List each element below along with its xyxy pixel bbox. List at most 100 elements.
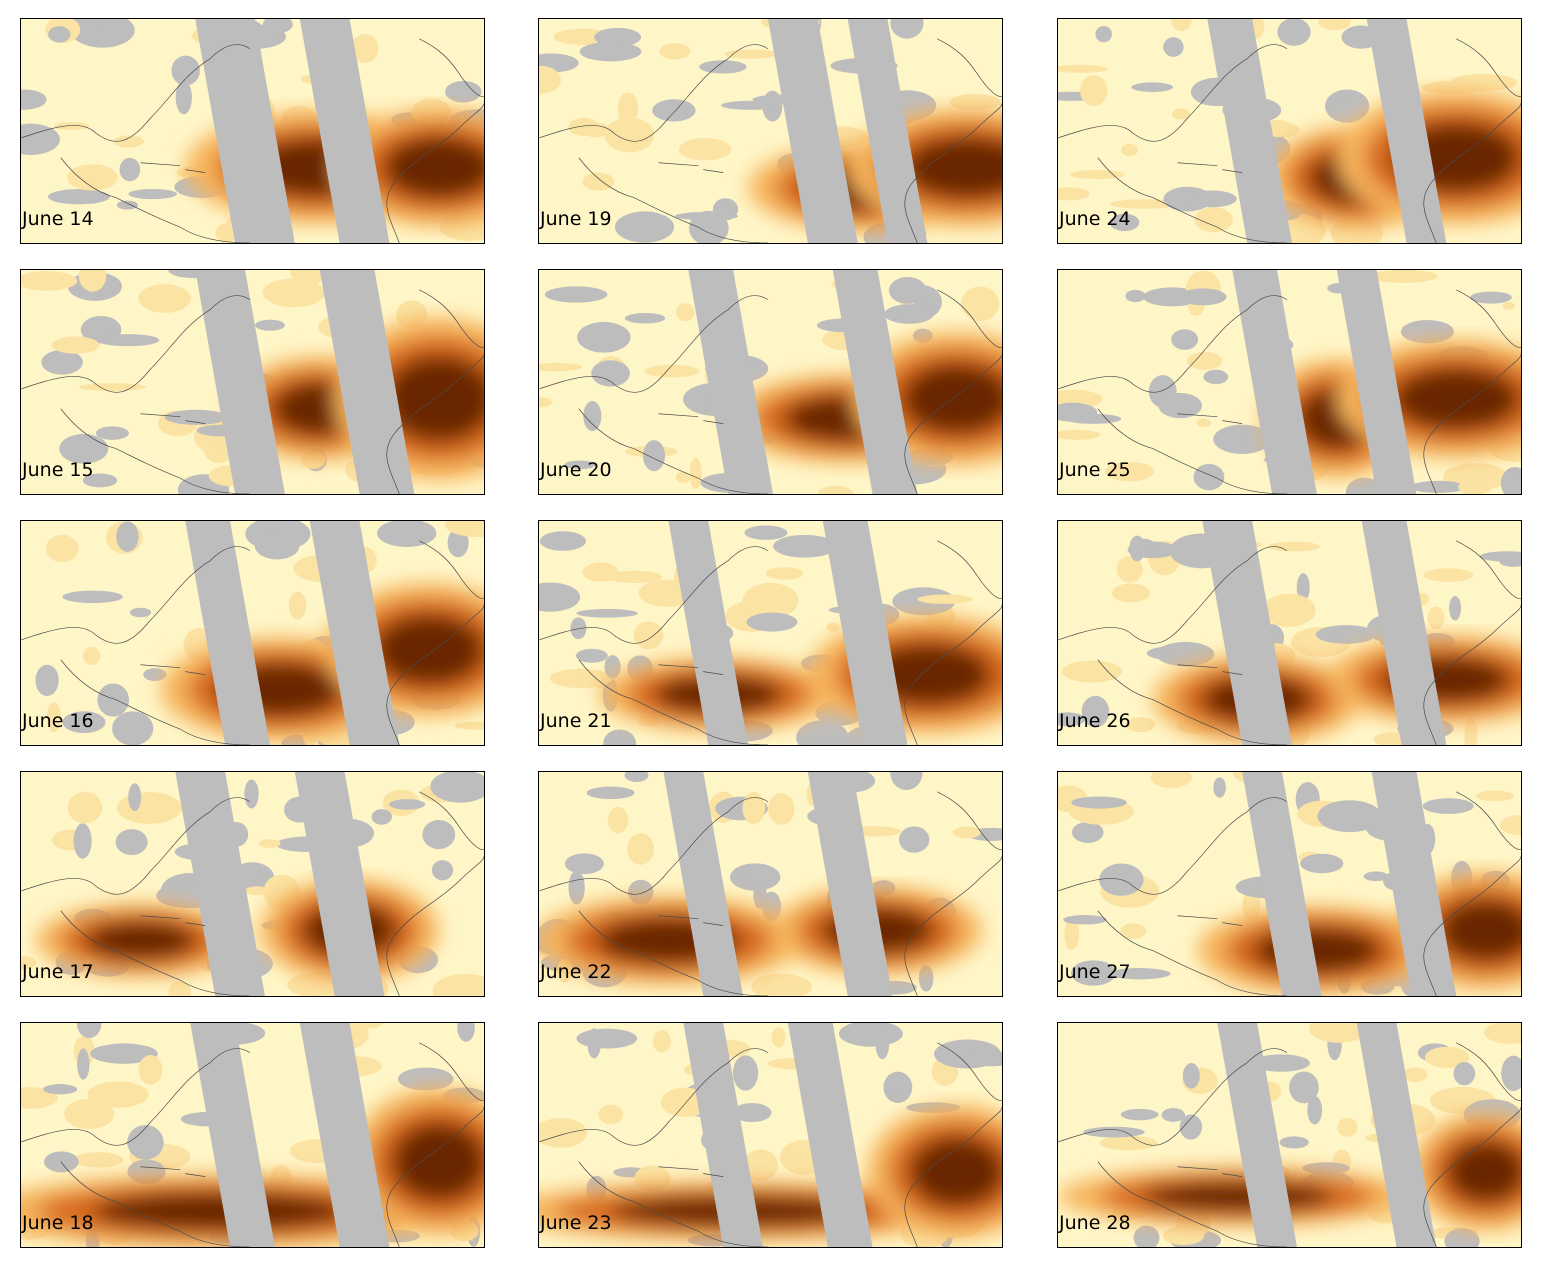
cloud-gap: [949, 93, 1001, 111]
map-panel: June 17: [20, 771, 485, 997]
cloud-gap: [1058, 429, 1101, 440]
cloud-gap: [644, 364, 700, 378]
cloud-gap: [898, 826, 930, 853]
cloud-gap: [46, 702, 61, 733]
cloud-gap: [768, 793, 795, 825]
map-canvas: [539, 521, 1002, 745]
coastline: [1058, 289, 1521, 494]
cloud-gap: [604, 655, 621, 679]
cloud-gap: [689, 210, 729, 243]
cloud-gap: [724, 49, 779, 59]
cloud-gap: [112, 711, 154, 745]
cloud-gap: [1194, 207, 1233, 233]
date-label: June 16: [22, 710, 94, 732]
cloud-gap: [890, 19, 924, 39]
cloud-gap: [96, 334, 160, 347]
cloud-gap: [1252, 1054, 1310, 1072]
cloud-gap: [288, 591, 307, 620]
cloud-gap: [732, 1055, 759, 1091]
cloud-gap: [771, 1027, 786, 1048]
cloud-gap: [689, 457, 702, 490]
date-label: June 26: [1059, 710, 1131, 732]
cloud-gap: [1146, 645, 1212, 661]
swath-gap: [1361, 521, 1447, 745]
cloud-gap: [1400, 319, 1454, 344]
cloud-gap: [1161, 1108, 1186, 1122]
cloud-gap: [1345, 477, 1383, 494]
cloud-gap: [568, 117, 600, 136]
cloud-gap: [128, 188, 178, 200]
cloud-gap: [119, 157, 141, 182]
cloud-gap: [48, 26, 71, 43]
swath-gap: [1242, 772, 1322, 996]
cloud-gap: [1058, 402, 1098, 422]
cloud-gap: [1058, 64, 1109, 73]
cloud-gap: [1289, 1071, 1319, 1104]
cloud-gap: [21, 123, 60, 155]
cloud-gap: [90, 1043, 158, 1064]
cloud-gap: [398, 1067, 454, 1091]
map-canvas: [539, 19, 1002, 243]
cloud-gap: [422, 819, 456, 850]
cloud-gap: [262, 278, 325, 308]
swath-gap: [668, 521, 749, 745]
cloud-gap: [47, 189, 110, 205]
cloud-gap: [1317, 800, 1382, 833]
swath-gap: [190, 1023, 275, 1247]
cloud-gap: [564, 460, 596, 470]
cloud-gap: [351, 33, 379, 64]
cloud-gap: [115, 829, 148, 856]
date-label: June 24: [1059, 208, 1131, 230]
map-panel: June 20: [538, 269, 1003, 495]
cloud-gap: [633, 621, 664, 650]
cloud-gap: [35, 664, 59, 697]
cloud-gap: [1082, 1126, 1145, 1138]
date-label: June 27: [1059, 961, 1131, 983]
cloud-gap: [1080, 75, 1108, 106]
cloud-gap: [961, 286, 1000, 321]
cloud-gap: [773, 534, 837, 558]
cloud-gap: [826, 622, 840, 632]
cloud-gap: [568, 870, 585, 905]
map-canvas: [1058, 1023, 1521, 1247]
cloud-gap: [1402, 1067, 1428, 1082]
cloud-gap: [817, 485, 854, 494]
cloud-gap: [83, 646, 101, 666]
cloud-gap: [875, 1030, 890, 1060]
map-canvas: [1058, 270, 1521, 494]
cloud-gap: [1369, 270, 1438, 283]
cloud-gap: [1500, 466, 1521, 494]
cloud-gap: [1337, 1117, 1358, 1137]
swath-gap: [299, 1023, 390, 1247]
swath-gap: [175, 772, 265, 996]
cloud-gap: [70, 19, 135, 48]
swath-gap: [1336, 270, 1417, 494]
cloud-gap: [1363, 871, 1389, 882]
coastline: [539, 540, 1002, 745]
cloud-gap: [917, 594, 974, 604]
swath-gap: [663, 772, 744, 996]
cloud-gap: [138, 284, 191, 313]
cloud-gap: [586, 786, 635, 800]
cloud-gap: [1131, 82, 1174, 92]
cloud-gap: [678, 138, 732, 161]
cloud-gap: [642, 440, 666, 472]
cloud-gap: [41, 349, 83, 375]
cloud-gap: [1501, 1055, 1521, 1092]
cloud-gap: [143, 668, 167, 681]
cloud-gap: [594, 27, 642, 47]
cloud-gap: [617, 92, 639, 126]
cloud-gap: [432, 973, 484, 996]
cloud-gap: [164, 409, 229, 425]
cloud-gap: [576, 608, 638, 618]
cloud-gap: [1449, 596, 1462, 621]
cloud-gap: [1213, 424, 1272, 454]
cloud-gap: [21, 956, 37, 970]
cloud-gap: [591, 360, 630, 387]
coastline: [21, 289, 484, 494]
cloud-gap: [598, 1104, 624, 1125]
swath-gap: [185, 521, 270, 745]
cloud-gap: [1063, 915, 1107, 925]
date-label: June 15: [22, 459, 94, 481]
map-panel: June 21: [538, 520, 1003, 746]
